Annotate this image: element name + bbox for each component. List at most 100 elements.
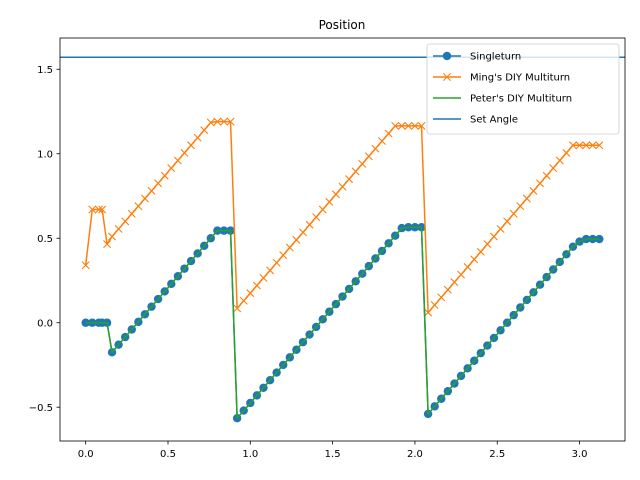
x-tick-label: 3.0 — [572, 449, 588, 460]
data-point — [187, 141, 196, 150]
data-point — [345, 175, 354, 184]
data-point — [522, 194, 531, 203]
data-point — [292, 235, 301, 244]
series-layer — [60, 56, 625, 423]
legend-label: Peter's DIY Multiturn — [470, 94, 572, 105]
data-point — [331, 190, 340, 199]
data-point — [81, 261, 90, 270]
data-point — [193, 133, 202, 142]
data-point — [358, 159, 367, 168]
data-point — [582, 141, 591, 150]
legend-label: Singleturn — [470, 52, 521, 63]
data-point — [397, 121, 406, 130]
y-tick-label: 0.0 — [37, 318, 53, 329]
data-point — [562, 148, 571, 157]
data-point — [305, 220, 314, 229]
x-tick-label: 2.0 — [407, 449, 423, 460]
data-point — [299, 228, 307, 237]
legend-marker — [443, 73, 451, 81]
data-point — [279, 251, 288, 260]
data-point — [595, 141, 604, 150]
data-point — [114, 224, 123, 233]
data-point — [483, 240, 492, 249]
legend-item-singleturn: Singleturn — [433, 52, 521, 63]
data-point — [457, 270, 466, 279]
data-point — [272, 258, 281, 267]
data-point — [98, 205, 107, 214]
data-point — [575, 141, 584, 150]
data-point — [325, 197, 334, 206]
data-point — [160, 171, 169, 180]
data-point — [206, 118, 215, 127]
data-point — [239, 296, 248, 305]
data-point — [424, 308, 433, 317]
data-point — [404, 121, 413, 130]
data-point — [509, 209, 518, 218]
series-line — [85, 226, 600, 419]
data-point — [219, 117, 228, 126]
data-point — [134, 202, 143, 211]
x-tick-label: 2.5 — [489, 449, 505, 460]
data-point — [88, 205, 97, 214]
data-point — [549, 164, 558, 173]
data-point — [588, 141, 597, 150]
y-tick-label: 1.0 — [37, 149, 53, 160]
data-point — [213, 117, 222, 126]
data-point — [430, 300, 439, 309]
data-point — [371, 144, 380, 153]
legend-item-set-angle: Set Angle — [433, 115, 518, 126]
data-point — [318, 205, 327, 214]
legend: Singleturn Ming's DIY Multiturn Peter's DI… — [426, 43, 620, 135]
x-tick-label: 0.0 — [78, 449, 94, 460]
data-point — [246, 289, 255, 298]
data-point — [410, 121, 419, 130]
y-tick-label: −0.5 — [29, 403, 53, 414]
axes-frame — [59, 37, 626, 442]
legend-label: Set Angle — [470, 115, 518, 126]
data-point — [496, 224, 505, 233]
data-point — [103, 240, 112, 249]
data-point — [266, 266, 275, 275]
data-point — [259, 273, 268, 282]
data-point — [121, 217, 130, 226]
data-point — [555, 156, 564, 165]
data-point — [147, 186, 156, 195]
data-point — [351, 167, 360, 176]
data-point — [443, 285, 452, 294]
data-point — [489, 232, 498, 241]
x-axis: 0.0 0.5 1.0 1.5 2.0 2.5 3.0 — [78, 441, 588, 460]
data-point — [503, 217, 512, 226]
data-point — [226, 117, 235, 126]
data-point — [127, 209, 136, 218]
data-point — [470, 255, 479, 264]
legend-marker — [442, 51, 452, 61]
data-point — [417, 121, 426, 130]
data-point — [108, 232, 117, 241]
legend-box — [426, 43, 620, 135]
x-tick-label: 0.5 — [160, 449, 176, 460]
data-point — [450, 278, 459, 287]
data-point — [94, 205, 103, 214]
data-point — [338, 182, 347, 191]
data-point — [140, 194, 149, 203]
data-point — [364, 152, 373, 161]
legend-item-peter-s-diy-multiturn: Peter's DIY Multiturn — [433, 94, 572, 105]
data-point — [312, 213, 321, 222]
data-point — [568, 141, 577, 150]
data-point — [437, 293, 446, 302]
data-point — [173, 156, 182, 165]
data-point — [378, 137, 386, 146]
data-point — [200, 126, 209, 135]
data-point — [384, 129, 393, 138]
data-point — [529, 186, 538, 195]
legend-item-ming-s-diy-multiturn: Ming's DIY Multiturn — [433, 73, 570, 84]
data-point — [463, 262, 472, 271]
data-point — [542, 171, 551, 180]
y-tick-label: 1.5 — [37, 65, 53, 76]
data-point — [391, 121, 400, 130]
y-axis: −0.5 0.0 0.5 1.0 1.5 — [29, 65, 60, 414]
data-point — [285, 243, 294, 252]
data-point — [180, 148, 189, 157]
data-point — [233, 304, 242, 313]
